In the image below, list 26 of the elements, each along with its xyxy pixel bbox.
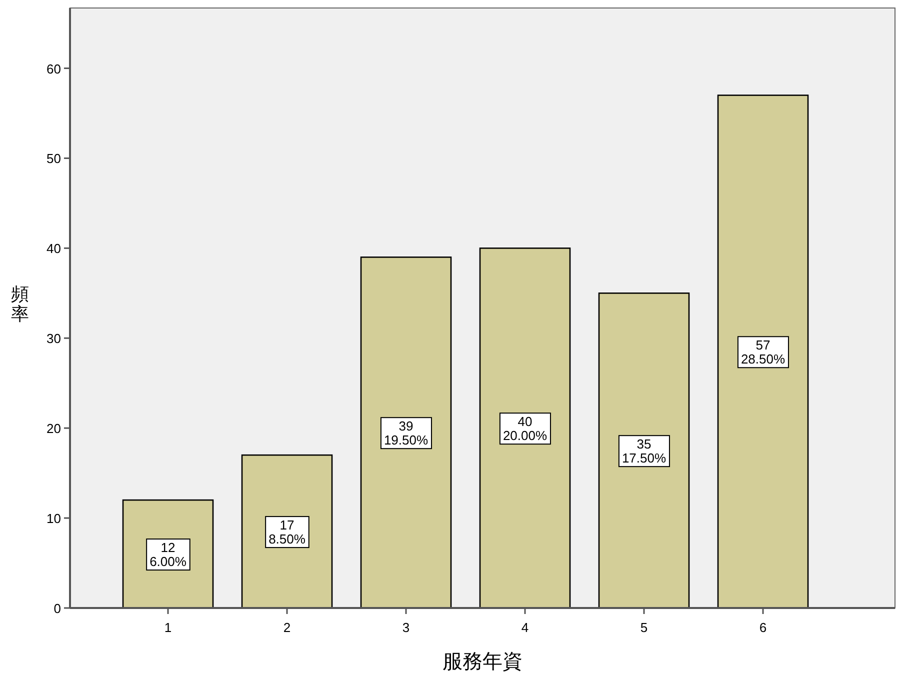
data-label: 17 8.50% xyxy=(268,518,306,547)
data-label: 35 17.50% xyxy=(622,436,666,466)
x-tick-label: 2 xyxy=(283,620,291,635)
y-tick-label: 30 xyxy=(46,331,61,346)
x-axis-title: 服務年資 xyxy=(442,651,522,673)
x-tick-label: 1 xyxy=(164,620,172,635)
y-tick-label: 60 xyxy=(46,61,61,76)
data-label: 39 19.50% xyxy=(384,418,428,448)
y-tick-label: 20 xyxy=(46,421,61,436)
x-tick-label: 6 xyxy=(759,620,767,635)
x-tick-label: 3 xyxy=(402,620,410,635)
bar xyxy=(598,292,690,609)
bar xyxy=(360,256,452,609)
data-label: 40 20.00% xyxy=(502,414,548,444)
data-label: 12 6.00% xyxy=(150,540,187,570)
data-label: 57 28.50% xyxy=(740,338,786,367)
y-tick-label: 40 xyxy=(46,241,61,256)
y-tick-label: 10 xyxy=(46,511,61,526)
bar xyxy=(241,454,333,609)
x-tick-label: 4 xyxy=(521,620,529,635)
y-tick-label: 50 xyxy=(46,151,61,166)
bar xyxy=(717,94,809,609)
x-tick-label: 5 xyxy=(640,620,648,635)
y-tick-label: 0 xyxy=(54,601,61,616)
y-axis-title: 頻率 xyxy=(11,284,29,324)
bar xyxy=(479,248,571,609)
